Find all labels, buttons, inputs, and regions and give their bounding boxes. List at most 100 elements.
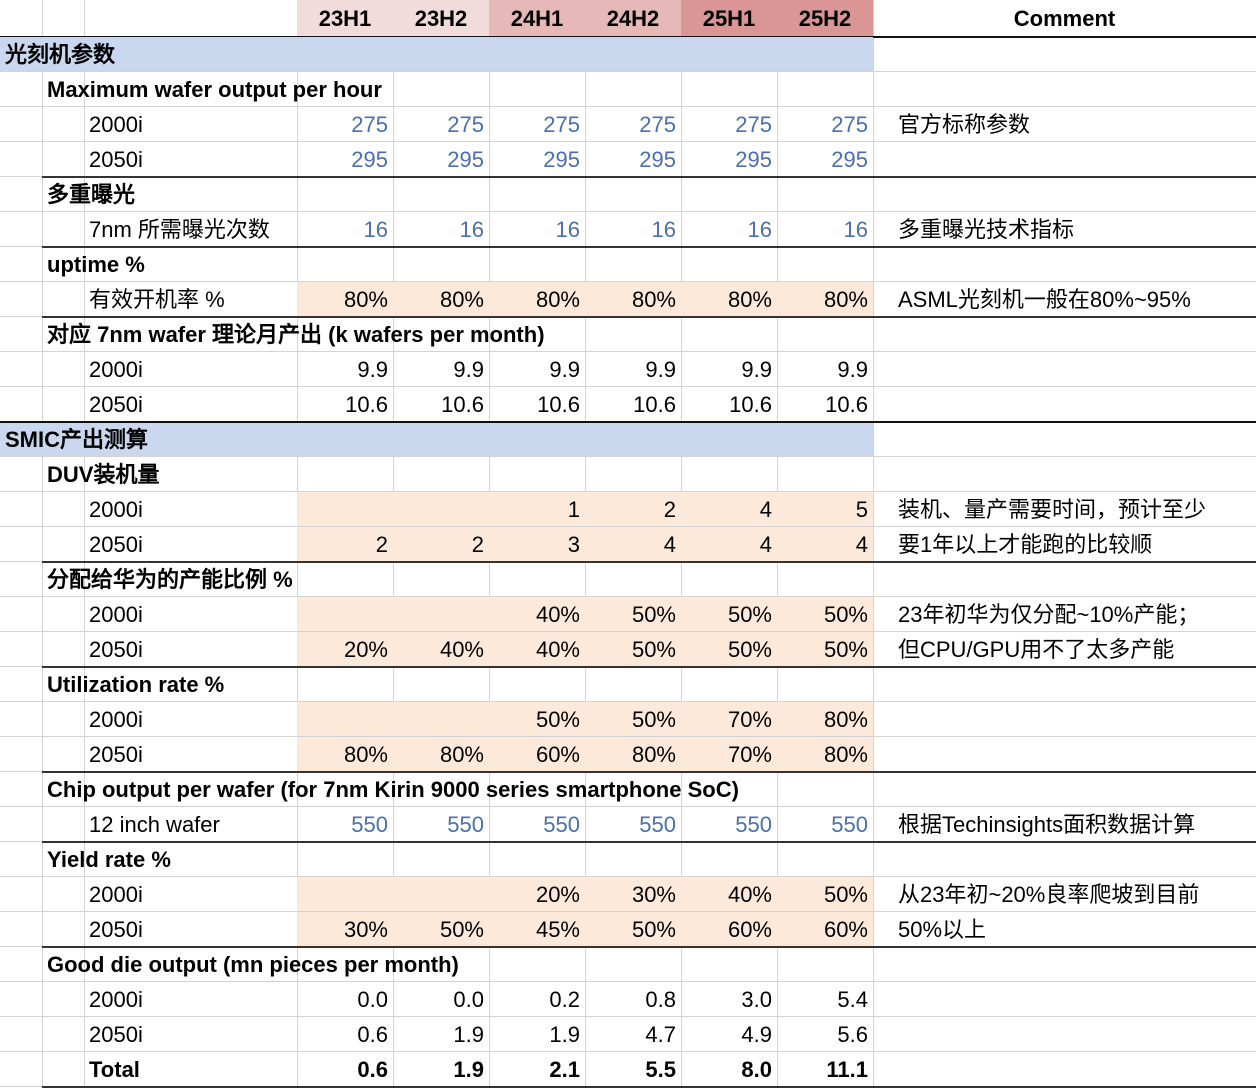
value-cell[interactable]: 80% <box>823 287 868 312</box>
value-cell[interactable]: 0.8 <box>645 987 676 1012</box>
header-comment[interactable]: Comment <box>1013 6 1116 31</box>
row-label[interactable]: 12 inch wafer <box>89 812 220 837</box>
value-cell[interactable]: 50% <box>631 707 676 732</box>
group-label[interactable]: Chip output per wafer (for 7nm Kirin 900… <box>47 777 739 802</box>
value-cell[interactable]: 20% <box>343 637 388 662</box>
row-label[interactable]: 2050i <box>89 147 143 172</box>
comment-cell[interactable]: 从23年初~20%良率爬坡到目前 <box>898 882 1200 907</box>
header-period-24H2[interactable]: 24H2 <box>606 6 660 31</box>
value-cell[interactable]: 5.6 <box>837 1022 868 1047</box>
value-cell[interactable]: 2.1 <box>549 1057 580 1082</box>
row-label[interactable]: 2000i <box>89 497 143 522</box>
row-label[interactable]: 2050i <box>89 1022 143 1047</box>
value-cell[interactable]: 295 <box>543 147 580 172</box>
value-cell[interactable]: 9.9 <box>645 357 676 382</box>
value-cell[interactable]: 16 <box>843 217 868 242</box>
value-cell[interactable]: 60% <box>727 917 772 942</box>
row-label[interactable]: 2050i <box>89 637 143 662</box>
value-cell[interactable]: 40% <box>535 637 580 662</box>
comment-cell[interactable]: 50%以上 <box>898 917 987 942</box>
value-cell[interactable]: 4 <box>759 497 772 522</box>
value-cell[interactable]: 4.9 <box>741 1022 772 1047</box>
row-label[interactable]: 2050i <box>89 917 143 942</box>
value-cell[interactable]: 10.6 <box>729 392 772 417</box>
value-cell[interactable]: 5 <box>855 497 868 522</box>
value-cell[interactable]: 10.6 <box>441 392 484 417</box>
value-cell[interactable]: 2 <box>663 497 676 522</box>
value-cell[interactable]: 550 <box>831 812 868 837</box>
group-label[interactable]: Maximum wafer output per hour <box>47 77 382 102</box>
value-cell[interactable] <box>297 877 393 912</box>
value-cell[interactable]: 550 <box>351 812 388 837</box>
value-cell[interactable]: 2 <box>471 532 484 557</box>
value-cell[interactable]: 5.4 <box>837 987 868 1012</box>
value-cell[interactable] <box>297 597 393 632</box>
value-cell[interactable]: 9.9 <box>741 357 772 382</box>
value-cell[interactable]: 40% <box>535 602 580 627</box>
value-cell[interactable]: 70% <box>727 707 772 732</box>
value-cell[interactable]: 16 <box>459 217 484 242</box>
value-cell[interactable]: 1.9 <box>453 1057 484 1082</box>
value-cell[interactable]: 295 <box>735 147 772 172</box>
value-cell[interactable]: 9.9 <box>549 357 580 382</box>
comment-cell[interactable]: 但CPU/GPU用不了太多产能 <box>898 637 1175 662</box>
value-cell[interactable]: 50% <box>631 637 676 662</box>
row-label[interactable]: 2050i <box>89 532 143 557</box>
value-cell[interactable]: 30% <box>343 917 388 942</box>
value-cell[interactable]: 4 <box>855 532 868 557</box>
value-cell[interactable]: 295 <box>639 147 676 172</box>
comment-cell[interactable]: 要1年以上才能跑的比较顺 <box>898 532 1153 557</box>
group-label[interactable]: Good die output (mn pieces per month) <box>47 952 459 977</box>
value-cell[interactable]: 1 <box>567 497 580 522</box>
value-cell[interactable]: 80% <box>343 742 388 767</box>
group-label[interactable]: Yield rate % <box>47 847 171 872</box>
value-cell[interactable]: 45% <box>535 917 580 942</box>
comment-cell[interactable]: ASML光刻机一般在80%~95% <box>898 287 1191 312</box>
value-cell[interactable]: 40% <box>439 637 484 662</box>
value-cell[interactable]: 4 <box>759 532 772 557</box>
value-cell[interactable]: 70% <box>727 742 772 767</box>
value-cell[interactable]: 550 <box>639 812 676 837</box>
value-cell[interactable]: 80% <box>727 287 772 312</box>
value-cell[interactable] <box>297 702 393 737</box>
row-label[interactable]: 2000i <box>89 112 143 137</box>
value-cell[interactable]: 16 <box>651 217 676 242</box>
value-cell[interactable]: 50% <box>631 917 676 942</box>
value-cell[interactable]: 8.0 <box>741 1057 772 1082</box>
value-cell[interactable]: 60% <box>535 742 580 767</box>
value-cell[interactable] <box>297 492 393 527</box>
value-cell[interactable]: 20% <box>535 882 580 907</box>
value-cell[interactable]: 16 <box>555 217 580 242</box>
value-cell[interactable]: 50% <box>823 882 868 907</box>
group-label[interactable]: 分配给华为的产能比例 % <box>47 567 293 592</box>
section-title[interactable]: 光刻机参数 <box>5 42 116 67</box>
group-label[interactable]: Utilization rate % <box>47 672 225 697</box>
value-cell[interactable]: 0.0 <box>453 987 484 1012</box>
value-cell[interactable]: 295 <box>831 147 868 172</box>
value-cell[interactable]: 275 <box>351 112 388 137</box>
value-cell[interactable]: 275 <box>831 112 868 137</box>
row-label[interactable]: 7nm 所需曝光次数 <box>89 217 270 242</box>
value-cell[interactable]: 275 <box>639 112 676 137</box>
header-period-25H1[interactable]: 25H1 <box>702 6 756 31</box>
value-cell[interactable]: 0.6 <box>357 1022 388 1047</box>
value-cell[interactable] <box>393 597 489 632</box>
row-label[interactable]: 2000i <box>89 602 143 627</box>
group-label[interactable]: 多重曝光 <box>47 182 136 207</box>
value-cell[interactable]: 50% <box>535 707 580 732</box>
value-cell[interactable]: 80% <box>823 707 868 732</box>
value-cell[interactable]: 0.6 <box>357 1057 388 1082</box>
row-label[interactable]: 2000i <box>89 707 143 732</box>
value-cell[interactable]: 275 <box>543 112 580 137</box>
value-cell[interactable]: 16 <box>363 217 388 242</box>
value-cell[interactable] <box>393 492 489 527</box>
value-cell[interactable]: 0.2 <box>549 987 580 1012</box>
value-cell[interactable]: 40% <box>727 882 772 907</box>
group-label[interactable]: uptime % <box>47 252 145 277</box>
value-cell[interactable]: 50% <box>727 602 772 627</box>
value-cell[interactable]: 11.1 <box>826 1057 868 1082</box>
value-cell[interactable] <box>393 877 489 912</box>
row-label[interactable]: 有效开机率 % <box>89 287 225 312</box>
header-period-23H1[interactable]: 23H1 <box>318 6 372 31</box>
